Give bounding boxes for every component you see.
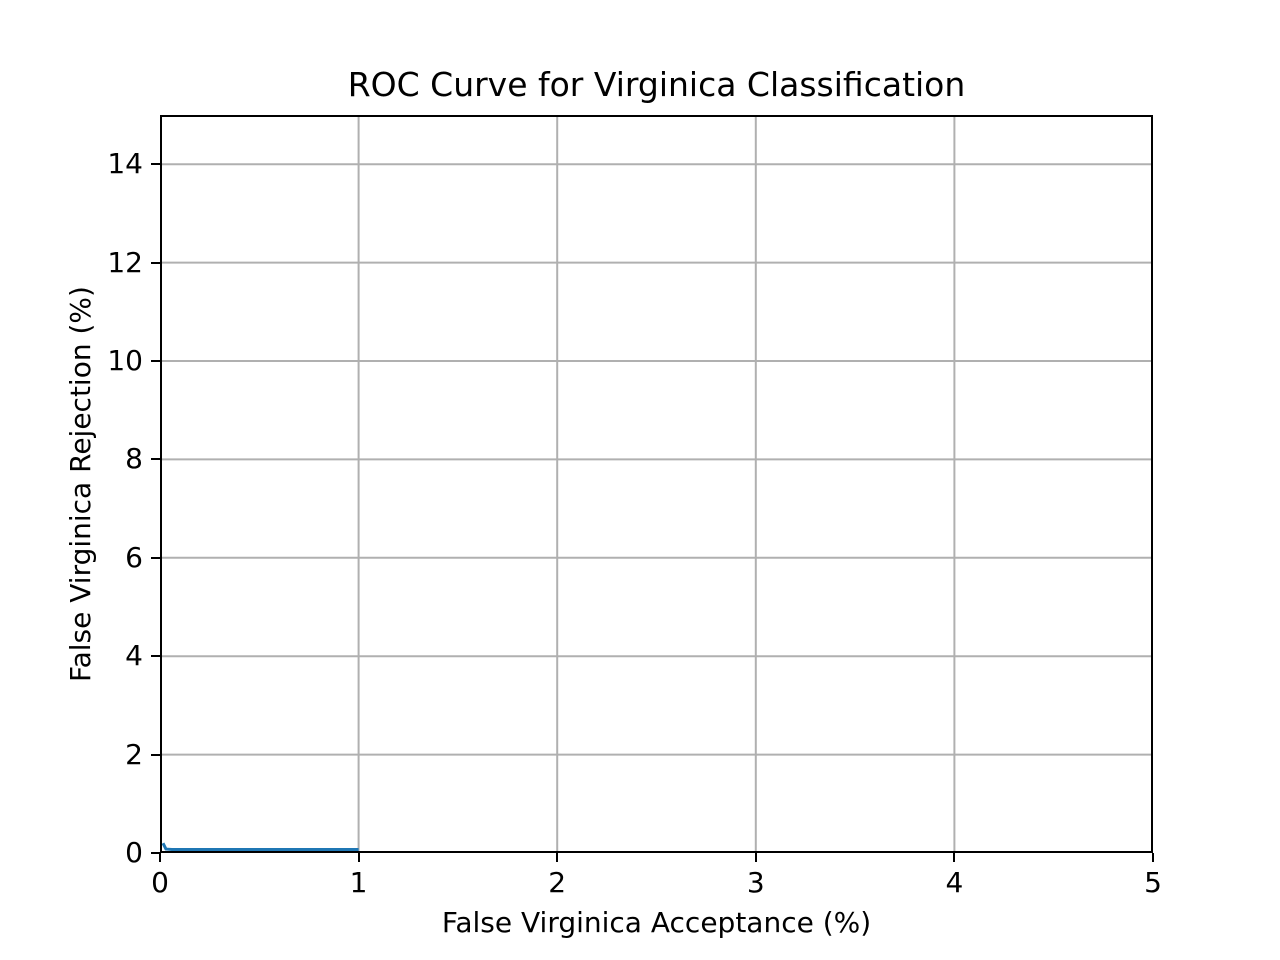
y-tick-label: 6 (125, 540, 143, 574)
y-tick-mark (151, 360, 160, 362)
x-tick-label: 1 (349, 866, 368, 899)
y-tick-label: 10 (107, 344, 143, 377)
roc-curve-line (161, 842, 359, 851)
y-tick-mark (151, 163, 160, 166)
y-tick-mark (151, 458, 160, 461)
x-tick-label: 3 (746, 866, 765, 899)
x-tick-mark (953, 853, 956, 862)
x-tick-mark (1152, 853, 1154, 862)
plot-canvas (159, 115, 1154, 854)
y-tick-mark (151, 655, 160, 658)
x-tick-mark (357, 853, 360, 862)
x-tick-label: 5 (1144, 866, 1162, 899)
y-tick-mark (151, 556, 160, 559)
y-tick-mark (151, 261, 160, 264)
y-tick-mark (151, 852, 160, 854)
x-axis-label: False Virginica Acceptance (%) (441, 906, 872, 939)
y-tick-label: 14 (107, 147, 143, 181)
axes-spines (160, 115, 1153, 853)
y-tick-label: 8 (125, 442, 143, 476)
x-tick-mark (159, 853, 161, 862)
y-tick-label: 0 (125, 836, 143, 869)
x-tick-mark (754, 853, 757, 862)
x-tick-mark (556, 853, 559, 862)
chart-title: ROC Curve for Virginica Classification (347, 65, 966, 104)
plot-area (159, 115, 1154, 854)
y-tick-mark (151, 753, 160, 756)
y-tick-label: 4 (125, 639, 143, 673)
x-tick-label: 0 (151, 866, 169, 899)
x-tick-label: 2 (548, 866, 567, 899)
y-tick-label: 2 (125, 737, 143, 771)
x-tick-label: 4 (945, 866, 964, 899)
y-tick-label: 12 (107, 245, 143, 279)
